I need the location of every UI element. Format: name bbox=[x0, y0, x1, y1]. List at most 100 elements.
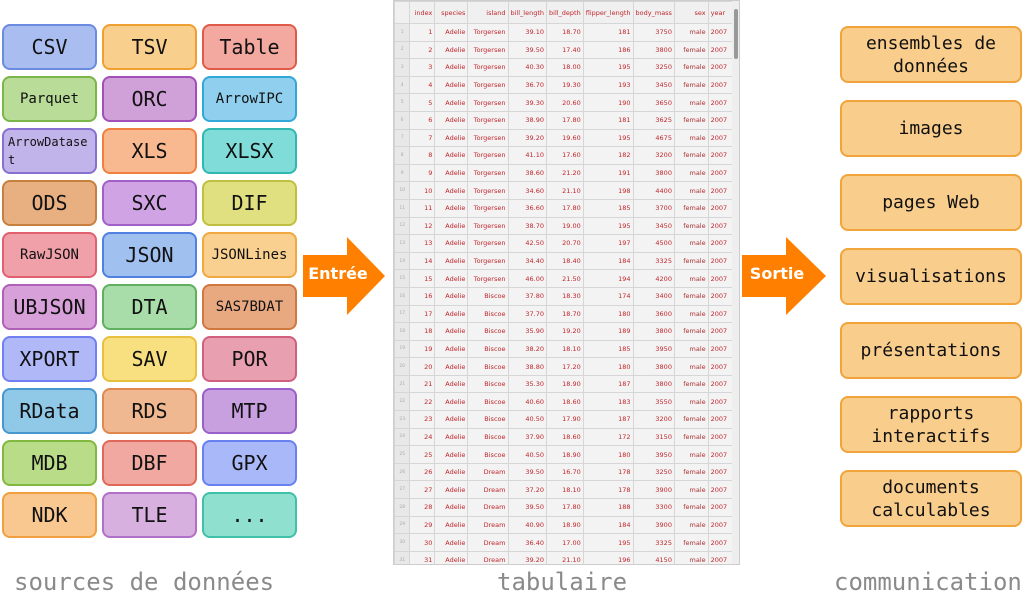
table-cell[interactable]: Torgersen bbox=[467, 75, 509, 95]
table-row[interactable]: 7 7 Adelie Torgersen 39.20 19.60 195 4675 male 20… bbox=[394, 128, 739, 148]
table-cell[interactable]: 18.90 bbox=[546, 445, 584, 464]
table-cell[interactable]: female bbox=[673, 462, 709, 482]
table-cell[interactable]: 6 bbox=[409, 110, 436, 130]
table-cell[interactable]: 2 bbox=[409, 40, 436, 60]
table-cell[interactable]: 180 bbox=[582, 445, 634, 464]
table-cell[interactable]: Torgersen bbox=[467, 23, 509, 42]
table-cell[interactable]: Adelie bbox=[434, 410, 469, 429]
table-cell[interactable]: 193 bbox=[582, 75, 634, 95]
table-cell[interactable]: 178 bbox=[582, 480, 634, 500]
table-cell[interactable]: Torgersen bbox=[467, 93, 509, 112]
table-cell[interactable]: 8 bbox=[409, 146, 436, 165]
table-cell[interactable]: 3800 bbox=[632, 163, 675, 183]
table-cell[interactable]: Adelie bbox=[434, 181, 469, 200]
table-cell[interactable]: 40.90 bbox=[507, 515, 548, 535]
table-cell[interactable]: 20 bbox=[409, 357, 436, 376]
table-cell[interactable]: 36.40 bbox=[507, 533, 548, 552]
table-cell[interactable]: male bbox=[673, 392, 709, 412]
table-cell[interactable]: male bbox=[673, 304, 709, 324]
table-row[interactable]: 21 21 Adelie Biscoe 35.30 18.90 187 3800 female 2… bbox=[394, 374, 739, 394]
table-cell[interactable]: male bbox=[673, 339, 709, 359]
table-cell[interactable]: Dream bbox=[467, 550, 509, 564]
table-cell[interactable]: 14 bbox=[409, 251, 436, 271]
table-cell[interactable]: Torgersen bbox=[467, 163, 509, 183]
table-cell[interactable]: 19.00 bbox=[546, 216, 584, 236]
table-cell[interactable]: Adelie bbox=[434, 445, 469, 464]
table-cell[interactable]: Biscoe bbox=[467, 322, 509, 341]
table-cell[interactable]: Adelie bbox=[434, 515, 469, 535]
table-cell[interactable]: Torgersen bbox=[467, 198, 509, 218]
table-row[interactable]: 20 20 Adelie Biscoe 38.80 17.20 180 3800 male 200… bbox=[394, 357, 739, 376]
table-row[interactable]: 5 5 Adelie Torgersen 39.30 20.60 190 3650 male 20… bbox=[394, 93, 739, 112]
table-cell[interactable]: 19 bbox=[409, 339, 436, 359]
table-cell[interactable]: 3250 bbox=[632, 58, 675, 77]
table-cell[interactable]: 18.10 bbox=[546, 339, 584, 359]
table-cell[interactable]: 1 bbox=[409, 23, 436, 42]
table-cell[interactable]: female bbox=[673, 146, 709, 165]
table-cell[interactable]: female bbox=[673, 58, 709, 77]
table-cell[interactable]: 25 bbox=[409, 445, 436, 464]
table-cell[interactable]: Dream bbox=[467, 498, 509, 517]
table-cell[interactable]: Adelie bbox=[434, 58, 469, 77]
table-cell[interactable]: Adelie bbox=[434, 216, 469, 236]
table-cell[interactable]: Torgersen bbox=[467, 234, 509, 253]
table-cell[interactable]: 31 bbox=[409, 550, 436, 564]
table-row[interactable]: 9 9 Adelie Torgersen 38.60 21.20 191 3800 male 20… bbox=[394, 163, 739, 183]
table-cell[interactable]: 17.80 bbox=[546, 498, 584, 517]
table-cell[interactable]: Torgersen bbox=[467, 269, 509, 288]
table-cell[interactable]: 12 bbox=[409, 216, 436, 236]
table-cell[interactable]: 18.40 bbox=[546, 251, 584, 271]
table-cell[interactable]: 184 bbox=[582, 515, 634, 535]
table-cell[interactable]: 3400 bbox=[632, 286, 675, 306]
table-cell[interactable]: 18.30 bbox=[546, 286, 584, 306]
column-header[interactable]: flipper_length bbox=[582, 1, 634, 24]
table-cell[interactable]: female bbox=[673, 75, 709, 95]
table-cell[interactable]: 174 bbox=[582, 286, 634, 306]
table-cell[interactable]: Adelie bbox=[434, 304, 469, 324]
table-cell[interactable]: 39.30 bbox=[507, 93, 548, 112]
table-cell[interactable]: Adelie bbox=[434, 286, 469, 306]
table-cell[interactable]: 37.90 bbox=[507, 427, 548, 447]
table-cell[interactable]: 189 bbox=[582, 322, 634, 341]
table-cell[interactable]: 195 bbox=[582, 533, 634, 552]
table-cell[interactable]: 3150 bbox=[632, 427, 675, 447]
table-cell[interactable]: 39.20 bbox=[507, 550, 548, 564]
table-cell[interactable]: 3300 bbox=[632, 498, 675, 517]
table-cell[interactable]: 183 bbox=[582, 392, 634, 412]
table-cell[interactable]: 34.60 bbox=[507, 181, 548, 200]
table-cell[interactable]: 36.70 bbox=[507, 75, 548, 95]
table-cell[interactable]: 39.50 bbox=[507, 40, 548, 60]
table-cell[interactable]: 41.10 bbox=[507, 146, 548, 165]
table-cell[interactable]: 39.50 bbox=[507, 462, 548, 482]
table-cell[interactable]: female bbox=[673, 216, 709, 236]
table-cell[interactable]: 5 bbox=[409, 93, 436, 112]
table-cell[interactable]: 17.40 bbox=[546, 40, 584, 60]
table-cell[interactable]: 37.20 bbox=[507, 480, 548, 500]
table-cell[interactable]: 3800 bbox=[632, 357, 675, 376]
table-cell[interactable]: 3950 bbox=[632, 339, 675, 359]
table-row[interactable]: 17 17 Adelie Biscoe 37.70 18.70 180 3600 male 200… bbox=[394, 304, 739, 324]
table-cell[interactable]: 40.30 bbox=[507, 58, 548, 77]
table-cell[interactable]: 19.20 bbox=[546, 322, 584, 341]
table-cell[interactable]: Adelie bbox=[434, 40, 469, 60]
table-cell[interactable]: male bbox=[673, 445, 709, 464]
table-cell[interactable]: 35.90 bbox=[507, 322, 548, 341]
table-cell[interactable]: 18 bbox=[409, 322, 436, 341]
table-cell[interactable]: 181 bbox=[582, 23, 634, 42]
table-cell[interactable]: Torgersen bbox=[467, 40, 509, 60]
table-cell[interactable]: 3750 bbox=[632, 23, 675, 42]
table-row[interactable]: 25 25 Adelie Biscoe 40.50 18.90 180 3950 male 200… bbox=[394, 445, 739, 464]
table-cell[interactable]: 15 bbox=[409, 269, 436, 288]
table-cell[interactable]: 38.60 bbox=[507, 163, 548, 183]
table-cell[interactable]: 39.20 bbox=[507, 128, 548, 148]
table-cell[interactable]: 182 bbox=[582, 146, 634, 165]
column-header[interactable]: year bbox=[707, 1, 739, 24]
table-cell[interactable]: 3200 bbox=[632, 146, 675, 165]
table-cell[interactable]: Adelie bbox=[434, 163, 469, 183]
table-cell[interactable]: Torgersen bbox=[467, 128, 509, 148]
table-cell[interactable]: Adelie bbox=[434, 146, 469, 165]
table-cell[interactable]: Adelie bbox=[434, 128, 469, 148]
scrollbar-thumb[interactable] bbox=[734, 9, 738, 59]
table-cell[interactable]: Biscoe bbox=[467, 286, 509, 306]
table-cell[interactable]: Adelie bbox=[434, 392, 469, 412]
